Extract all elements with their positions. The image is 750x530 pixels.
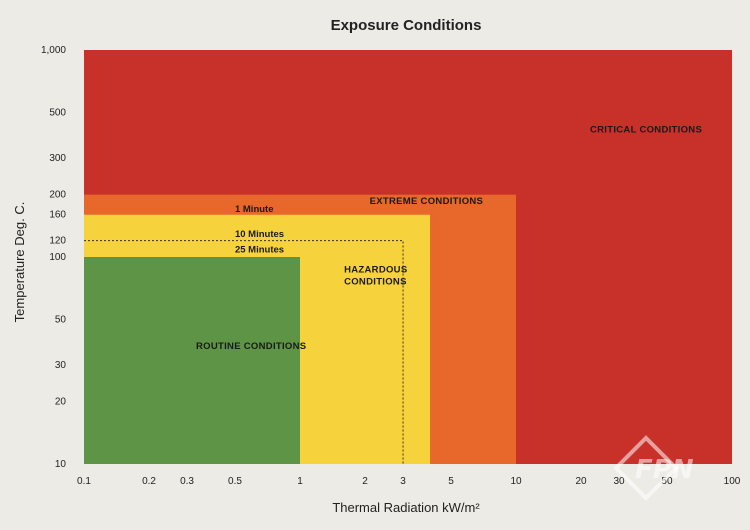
- x-tick-label: 2: [362, 476, 368, 487]
- limits-layer: 1 Minute 10 Minutes 25 Minutes: [84, 204, 404, 464]
- limit-label-1-minute: 1 Minute: [235, 204, 274, 215]
- y-tick-label: 120: [49, 236, 66, 247]
- x-tick-label: 10: [510, 476, 522, 487]
- chart-title: Exposure Conditions: [331, 17, 482, 34]
- x-tick-label: 0.2: [142, 476, 156, 487]
- x-tick-label: 5: [448, 476, 454, 487]
- zone-label-extreme-conditions: EXTREME CONDITIONS: [370, 196, 484, 207]
- y-tick-label: 160: [49, 210, 66, 221]
- limit-label-25-minutes: 25 Minutes: [235, 245, 284, 256]
- watermark-text: FPN: [635, 455, 694, 485]
- zone-labels-layer: CRITICAL CONDITIONS EXTREME CONDITIONS HAZ…: [196, 124, 702, 351]
- y-tick-label: 10: [55, 459, 67, 470]
- x-tick-label: 30: [613, 476, 625, 487]
- zones-layer: [84, 50, 732, 464]
- watermark-logo: FPN: [613, 435, 694, 501]
- x-axis-label: Thermal Radiation kW/m²: [332, 500, 480, 515]
- x-tick-label: 3: [400, 476, 406, 487]
- x-tick-label: 0.3: [180, 476, 194, 487]
- zone-label-routine-conditions: ROUTINE CONDITIONS: [196, 341, 306, 352]
- y-tick-label: 300: [49, 153, 66, 164]
- y-tick-label: 500: [49, 107, 66, 118]
- x-tick-label: 1: [297, 476, 303, 487]
- zone-routine-conditions: [84, 257, 300, 464]
- x-tick-label: 0.5: [228, 476, 242, 487]
- y-tick-label: 200: [49, 190, 66, 201]
- y-axis-ticks: 10 20 30 50 100 120 160 200 300 500 1,000: [41, 45, 66, 470]
- zone-label-critical-conditions: CRITICAL CONDITIONS: [590, 124, 702, 135]
- y-axis-label: Temperature Deg. C.: [12, 202, 27, 323]
- zone-label-hazardous-conditions: HAZARDOUS CONDITIONS: [344, 265, 407, 288]
- x-tick-label: 50: [661, 476, 673, 487]
- x-tick-label: 20: [575, 476, 587, 487]
- y-tick-label: 30: [55, 360, 67, 371]
- x-axis-ticks: 0.1 0.2 0.3 0.5 1 2 3 5 10 20 30 50 100: [77, 476, 741, 487]
- y-tick-label: 20: [55, 397, 67, 408]
- y-tick-label: 1,000: [41, 45, 66, 56]
- x-tick-label: 0.1: [77, 476, 91, 487]
- limit-label-10-minutes: 10 Minutes: [235, 229, 284, 240]
- y-tick-label: 100: [49, 252, 66, 263]
- x-tick-label: 100: [724, 476, 741, 487]
- y-tick-label: 50: [55, 314, 67, 325]
